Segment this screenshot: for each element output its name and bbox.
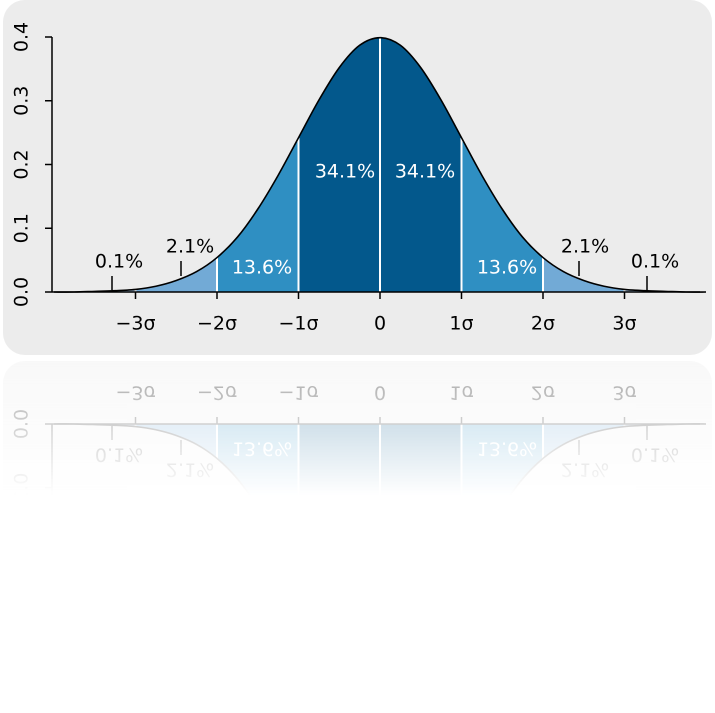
x-tick-label: −1σ — [278, 313, 318, 335]
x-tick-label: 3σ — [612, 313, 636, 335]
region-label: 34.1% — [315, 161, 375, 183]
region — [135, 257, 217, 292]
y-tick-label: 0.1 — [11, 213, 33, 243]
region-label: 0.1% — [631, 251, 679, 273]
region-label: 34.1% — [395, 161, 455, 183]
chart-frame: 0.0 0.1 0.2 0.3 0.4 −3σ −2σ −1σ 0 1σ 2σ 3σ 0.1% 2.1% 1… — [0, 0, 715, 356]
x-tick-label: 0 — [374, 313, 386, 335]
chart: 0.0 0.1 0.2 0.3 0.4 −3σ −2σ −1σ 0 1σ 2σ 3σ 0.1% 2.1% 1… — [3, 0, 712, 355]
y-tick-label: 0.3 — [11, 86, 33, 116]
y-tick-label: 0.4 — [11, 22, 33, 52]
x-tick-label: 2σ — [531, 313, 555, 335]
region-label: 2.1% — [166, 236, 214, 258]
density-curve — [53, 36, 707, 293]
x-tick-label: −3σ — [115, 313, 155, 335]
x-tick-label: −2σ — [197, 313, 237, 335]
region-label: 13.6% — [477, 257, 537, 279]
region-label: 0.1% — [95, 251, 143, 273]
region — [543, 257, 625, 292]
region-label: 13.6% — [232, 257, 292, 279]
y-tick-label: 0.0 — [11, 277, 33, 307]
region-label: 2.1% — [561, 236, 609, 258]
x-tick-label: 1σ — [449, 313, 473, 335]
y-tick-label: 0.2 — [11, 149, 33, 179]
